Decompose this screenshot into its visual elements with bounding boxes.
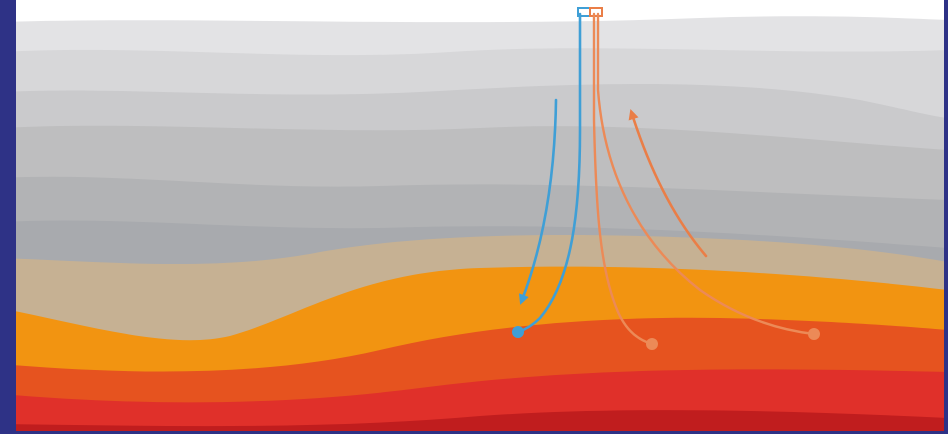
production-well-branch	[596, 12, 816, 336]
injection-well	[516, 12, 582, 334]
arrow-up-icon	[628, 109, 708, 258]
production-well-branch	[592, 12, 654, 346]
production-well-bottom-1	[646, 338, 658, 350]
wellhead-production-icon	[589, 7, 603, 17]
wellhead	[577, 7, 603, 17]
injection-well-bottom	[512, 326, 524, 338]
left-frame-bar	[0, 0, 16, 434]
production-well-bottom-2	[808, 328, 820, 340]
arrow-down-icon	[519, 98, 558, 305]
rock-strata	[0, 16, 948, 434]
stratum-11-hot-zone	[0, 410, 948, 434]
right-frame-bar	[944, 0, 948, 434]
bottom-frame-bar	[0, 431, 948, 434]
